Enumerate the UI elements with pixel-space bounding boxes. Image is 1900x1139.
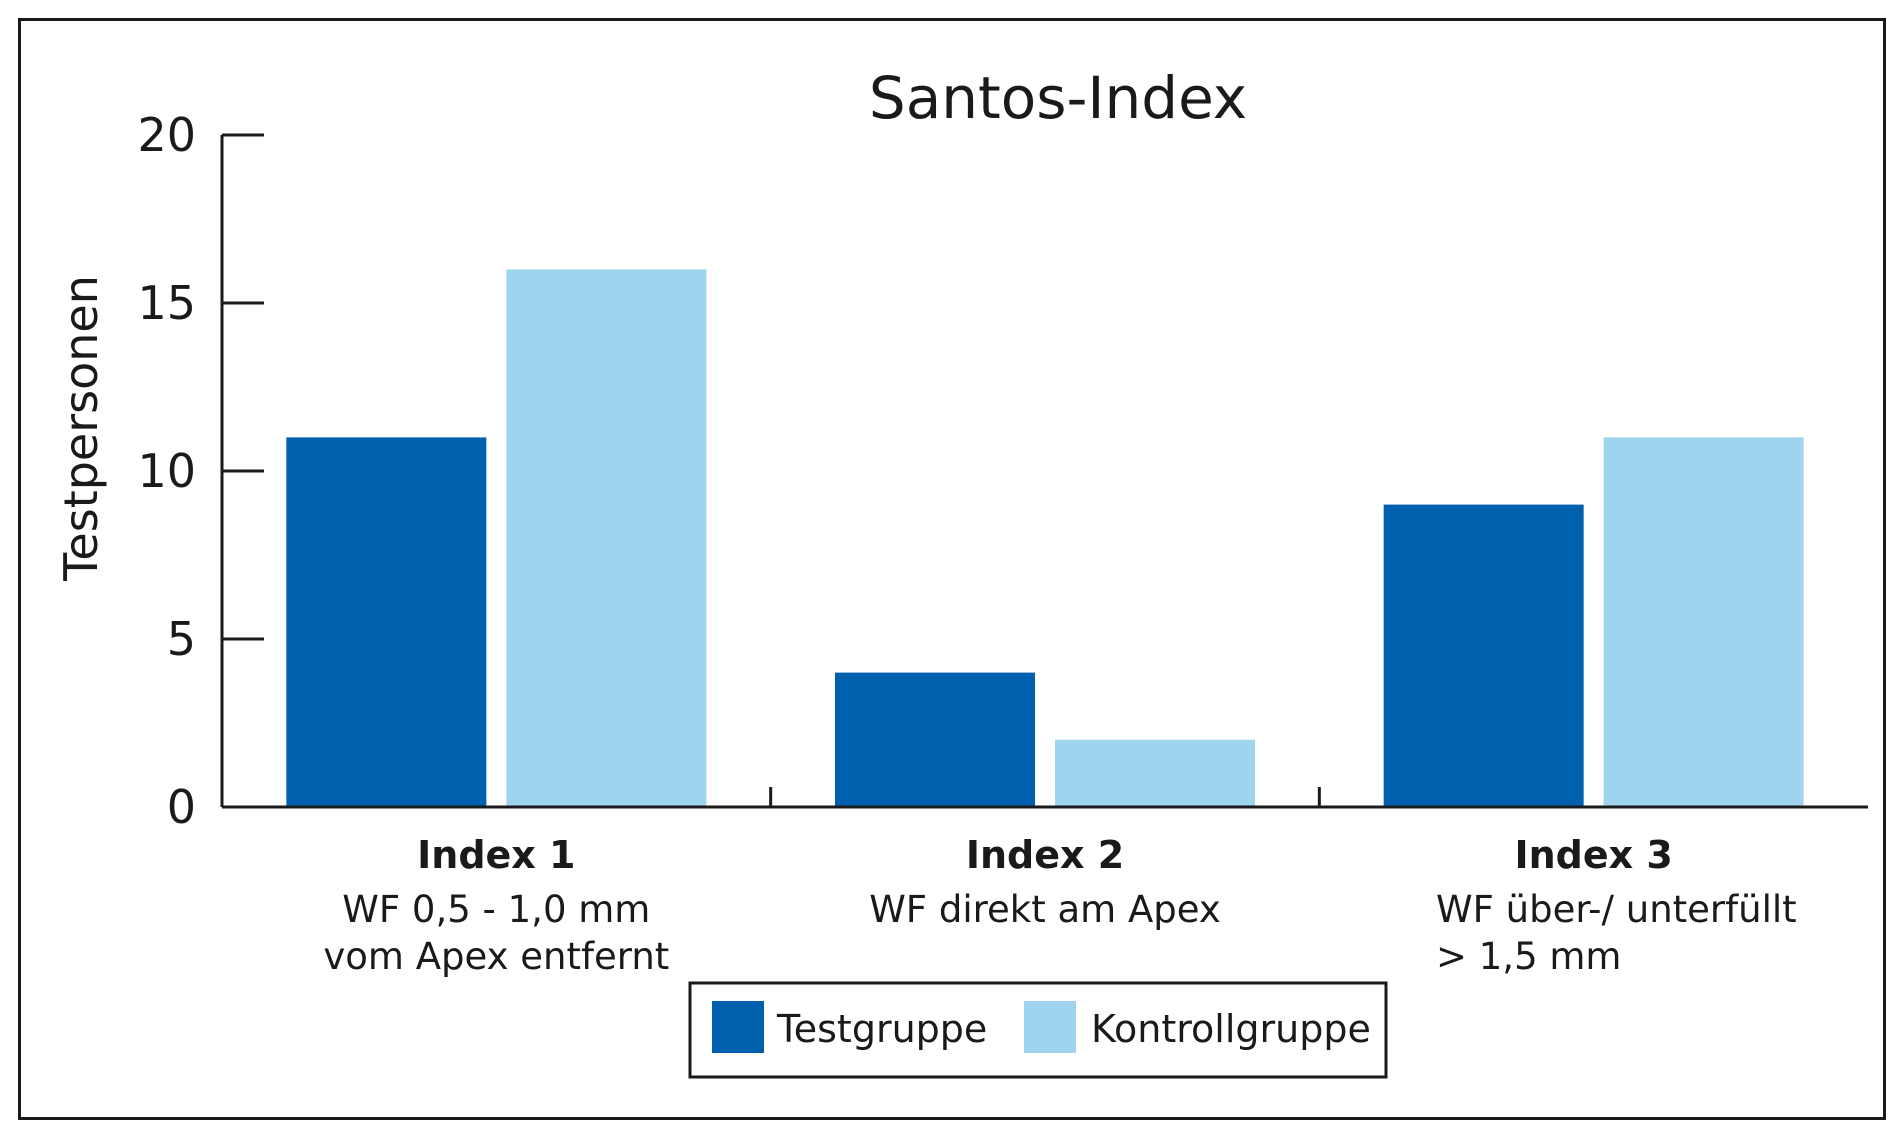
bar-kontrollgruppe-3: [1603, 437, 1804, 806]
bar-kontrollgruppe-2: [1055, 739, 1255, 806]
x-category-description: > 1,5 mm: [1436, 935, 1621, 978]
x-category-description: vom Apex entfernt: [323, 935, 669, 978]
legend-label-kontrollgruppe: Kontrollgruppe: [1091, 1007, 1371, 1051]
x-category-label: Index 3: [1514, 833, 1672, 877]
y-tick-label: 20: [137, 108, 196, 162]
legend-label-testgruppe: Testgruppe: [776, 1007, 987, 1051]
y-tick-label: 15: [137, 276, 196, 330]
y-tick-label: 10: [137, 444, 196, 498]
chart-title: Santos-Index: [869, 64, 1247, 132]
y-tick-label: 5: [167, 612, 196, 666]
legend: Testgruppe Kontrollgruppe: [688, 981, 1388, 1079]
x-category-label: Index 1: [417, 833, 575, 877]
x-category-description: WF über-/ unterfüllt: [1436, 888, 1797, 931]
y-tick-label: 0: [167, 780, 196, 834]
x-category-description: WF 0,5 - 1,0 mm: [342, 888, 650, 931]
bar-kontrollgruppe-1: [506, 269, 707, 806]
legend-swatch-kontrollgruppe: [1024, 1001, 1076, 1053]
y-axis-label: Testpersonen: [54, 275, 108, 582]
legend-swatch-testgruppe: [712, 1001, 764, 1053]
x-category-label: Index 2: [966, 833, 1124, 877]
x-category-description: WF direkt am Apex: [869, 888, 1221, 931]
bar-testgruppe-2: [835, 672, 1035, 806]
bar-testgruppe-3: [1383, 504, 1584, 806]
bar-testgruppe-1: [286, 437, 487, 806]
